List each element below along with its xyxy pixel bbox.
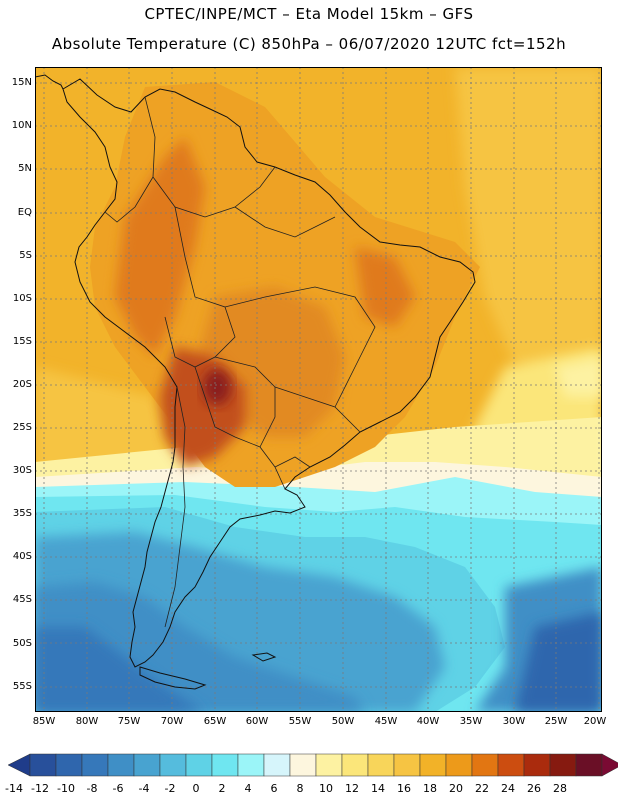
colorbar-label: 2 <box>218 782 226 795</box>
colorbar-cell <box>367 753 395 777</box>
colorbar-label: 14 <box>371 782 385 795</box>
colorbar-label: 4 <box>244 782 252 795</box>
map-frame <box>35 67 602 712</box>
lat-label: 40S <box>12 551 32 562</box>
colorbar-cell <box>107 753 135 777</box>
lat-label: EQ <box>17 207 32 218</box>
colorbar-label: 28 <box>553 782 567 795</box>
lon-label: 80W <box>75 716 99 727</box>
falklands-coastline <box>251 652 277 662</box>
colorbar-label: -6 <box>112 782 124 795</box>
lon-label: 40W <box>416 716 440 727</box>
central-america-coastline <box>35 74 64 90</box>
lon-label: 70W <box>160 716 184 727</box>
colorbar-cell <box>289 753 317 777</box>
colorbar-label: -14 <box>5 782 23 795</box>
lat-label: 5S <box>19 250 32 261</box>
lat-label: 25S <box>12 422 32 433</box>
colorbar-cell <box>471 753 499 777</box>
lon-label: 85W <box>32 716 56 727</box>
country-borders <box>104 96 376 628</box>
colorbar-label: -4 <box>138 782 150 795</box>
colorbar-label: 12 <box>345 782 359 795</box>
colorbar-cell <box>315 753 343 777</box>
colorbar-cell <box>55 753 83 777</box>
lat-label: 35S <box>12 508 32 519</box>
deep-blue-zone <box>35 627 205 712</box>
colorbar-arrow-high <box>601 753 618 777</box>
lat-label: 55S <box>12 681 32 692</box>
andes-hot-band <box>115 137 205 357</box>
lat-label: 20S <box>12 379 32 390</box>
lon-label: 20W <box>583 716 607 727</box>
map-title-line-2: Absolute Temperature (C) 850hPa – 06/07/… <box>51 35 567 53</box>
lat-label: 15S <box>12 336 32 347</box>
colorbar-arrow-low <box>7 753 31 777</box>
colorbar-cell <box>497 753 525 777</box>
colorbar-label: 18 <box>423 782 437 795</box>
colorbar-cell <box>393 753 421 777</box>
south-america-coastline <box>62 78 476 668</box>
colorbar-cell <box>263 753 291 777</box>
colorbar-cell <box>133 753 161 777</box>
colorbar-label: -8 <box>86 782 98 795</box>
colorbar-label: -12 <box>31 782 49 795</box>
lat-label: 45S <box>12 594 32 605</box>
colorbar-label: 22 <box>475 782 489 795</box>
colorbar-cell <box>185 753 213 777</box>
temperature-map <box>35 67 602 712</box>
colorbar-label: 0 <box>192 782 200 795</box>
colorbar-label: -2 <box>164 782 176 795</box>
colorbar-cell <box>237 753 265 777</box>
lat-label: 15N <box>11 77 32 88</box>
colorbar <box>7 753 618 777</box>
colorbar-cell <box>523 753 551 777</box>
colorbar-label: 26 <box>527 782 541 795</box>
lon-label: 65W <box>203 716 227 727</box>
lon-label: 45W <box>374 716 398 727</box>
colorbar-cell <box>549 753 577 777</box>
lat-label: 10S <box>12 293 32 304</box>
lat-label: 30S <box>12 465 32 476</box>
lon-label: 50W <box>331 716 355 727</box>
pacific-warm-band <box>35 367 175 477</box>
tierra-del-fuego-coastline <box>139 666 207 690</box>
lon-label: 60W <box>245 716 269 727</box>
lon-label: 30W <box>502 716 526 727</box>
lon-label: 25W <box>544 716 568 727</box>
colorbar-label: -10 <box>57 782 75 795</box>
colorbar-cell <box>29 753 57 777</box>
colorbar-label: 10 <box>319 782 333 795</box>
lon-label: 75W <box>117 716 141 727</box>
colorbar-cell <box>445 753 473 777</box>
lon-label: 35W <box>459 716 483 727</box>
lat-label: 5N <box>18 163 32 174</box>
lat-label: 50S <box>12 638 32 649</box>
colorbar-cell <box>341 753 369 777</box>
colorbar-cell <box>159 753 187 777</box>
colorbar-label: 24 <box>501 782 515 795</box>
atlantic-warm-band <box>455 67 602 397</box>
colorbar-cell <box>419 753 447 777</box>
colorbar-label: 20 <box>449 782 463 795</box>
colorbar-cell <box>211 753 239 777</box>
colorbar-label: 16 <box>397 782 411 795</box>
lon-label: 55W <box>288 716 312 727</box>
colorbar-cell <box>81 753 109 777</box>
lat-label: 10N <box>11 120 32 131</box>
map-title-line-1: CPTEC/INPE/MCT – Eta Model 15km – GFS <box>144 5 474 23</box>
colorbar-cells <box>7 753 618 777</box>
temperature-maximum <box>203 369 231 405</box>
colorbar-label: 8 <box>296 782 304 795</box>
colorbar-cell <box>575 753 603 777</box>
colorbar-label: 6 <box>270 782 278 795</box>
